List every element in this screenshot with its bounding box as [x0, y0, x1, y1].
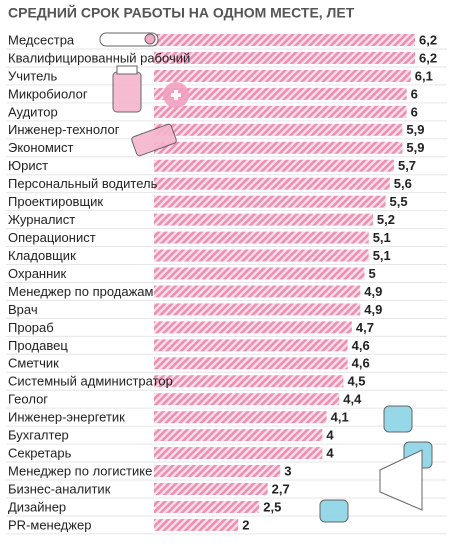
bar: [154, 105, 407, 118]
value-label: 6: [411, 86, 418, 101]
bar: [154, 357, 348, 370]
category-label: Инженер-технолог: [8, 122, 120, 137]
bar: [154, 213, 373, 226]
bar: [154, 51, 416, 64]
value-label: 2: [242, 517, 249, 532]
category-label: Операционист: [8, 230, 96, 245]
bar: [154, 69, 411, 82]
bar: [154, 411, 327, 424]
bar: [154, 249, 369, 262]
value-label: 4,7: [356, 320, 374, 335]
value-label: 4: [326, 428, 334, 443]
category-label: Охранник: [8, 266, 67, 281]
value-label: 2,5: [263, 499, 281, 514]
category-label: Квалифицированный рабочий: [8, 50, 190, 65]
value-label: 5,9: [406, 140, 424, 155]
value-label: 6: [411, 104, 418, 119]
value-label: 6,2: [419, 50, 437, 65]
value-label: 5: [369, 266, 376, 281]
value-label: 4,9: [364, 302, 382, 317]
bar: [154, 141, 403, 154]
category-label: Медсестра: [8, 32, 75, 47]
value-label: 2,7: [272, 481, 290, 496]
bar: [154, 518, 239, 531]
category-label: Продавец: [8, 338, 68, 353]
bar: [154, 429, 323, 442]
category-label: Менеджер по продажам: [8, 284, 154, 299]
value-label: 5,6: [394, 176, 412, 191]
category-label: Микробиолог: [8, 86, 88, 101]
category-label: Кладовщик: [8, 248, 76, 263]
category-label: Проектировщик: [8, 194, 103, 209]
category-label: Аудитор: [8, 104, 58, 119]
bar: [154, 321, 352, 334]
bars: 6,2 Медсестра 6,2 Квалифицированный рабочий…: [6, 32, 447, 535]
value-label: 5,7: [398, 158, 416, 173]
chart-title: СРЕДНИЙ СРОК РАБОТЫ НА ОДНОМ МЕСТЕ, ЛЕТ: [8, 4, 355, 21]
value-label: 5,5: [390, 194, 408, 209]
category-label: Дизайнер: [8, 499, 66, 514]
bar: [154, 339, 348, 352]
value-label: 4,6: [352, 356, 370, 371]
category-label: Геолог: [8, 392, 48, 407]
bar: [154, 87, 407, 100]
value-label: 4,9: [364, 284, 382, 299]
category-label: Бизнес-аналитик: [8, 481, 111, 496]
value-label: 6,2: [419, 32, 437, 47]
decor-icons: [99, 32, 433, 523]
bar: [154, 303, 361, 316]
bar: [154, 159, 394, 172]
category-label: Врач: [8, 302, 38, 317]
bar: [154, 447, 323, 460]
category-label: Бухгалтер: [8, 428, 69, 443]
bar: [154, 231, 369, 244]
bar: [154, 123, 403, 136]
category-label: PR-менеджер: [8, 517, 91, 532]
value-label: 4,1: [331, 410, 349, 425]
category-label: Секретарь: [8, 446, 72, 461]
value-label: 5,2: [377, 212, 395, 227]
bar: [154, 465, 281, 478]
value-label: 5,1: [373, 230, 391, 245]
category-label: Системный администратор: [8, 374, 173, 389]
value-label: 3: [284, 463, 291, 478]
bar: [154, 195, 386, 208]
bar: [154, 177, 390, 190]
bar: [154, 393, 340, 406]
value-label: 4,5: [347, 374, 365, 389]
value-label: 5,1: [373, 248, 391, 263]
category-label: Юрист: [8, 158, 48, 173]
value-label: 6,1: [415, 68, 433, 83]
value-label: 4: [326, 446, 334, 461]
bar: [154, 267, 365, 280]
category-label: Персональный водитель: [8, 176, 158, 191]
bar: [154, 375, 344, 388]
category-label: Сметчик: [8, 356, 59, 371]
bar: [154, 285, 361, 298]
category-label: Менеджер по логистике: [8, 463, 152, 478]
bar: [154, 34, 416, 46]
category-label: Инженер-энергетик: [8, 410, 125, 425]
value-label: 4,6: [352, 338, 370, 353]
value-label: 5,9: [406, 122, 424, 137]
value-label: 4,4: [343, 392, 362, 407]
category-label: Прораб: [8, 320, 54, 335]
bar: [154, 483, 268, 495]
category-label: Журналист: [8, 212, 75, 227]
category-label: Экономист: [8, 140, 74, 155]
bar: [154, 500, 260, 513]
category-label: Учитель: [8, 68, 57, 83]
